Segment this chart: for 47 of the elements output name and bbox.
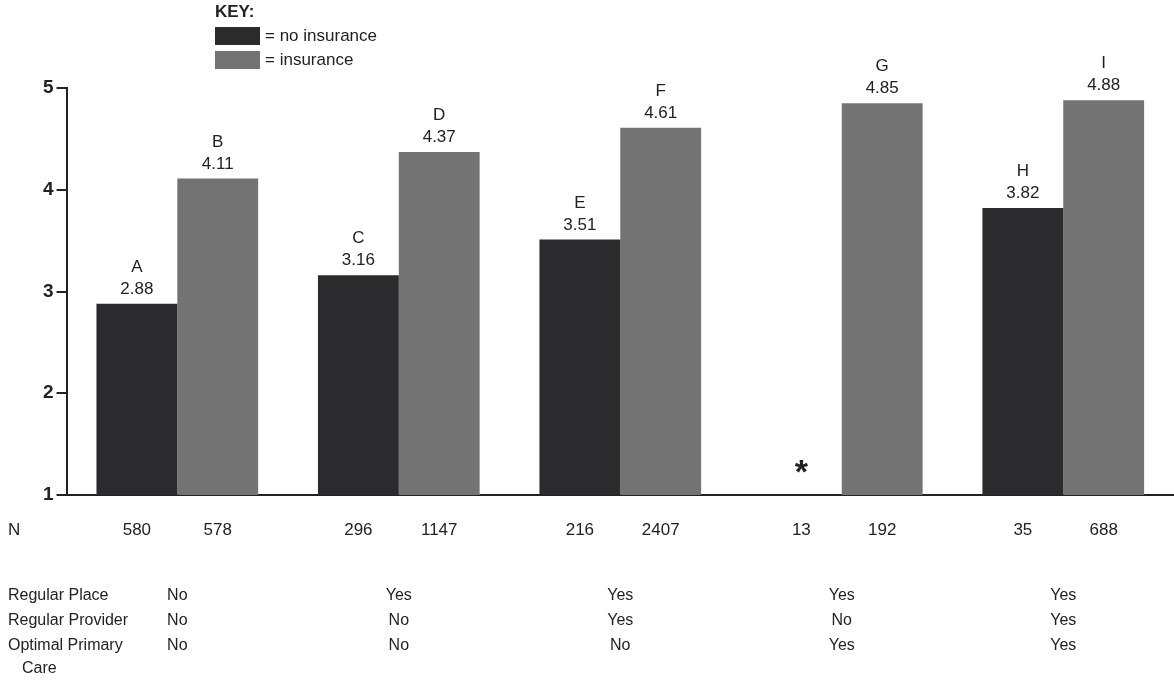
data-label: E 3.51 <box>563 192 597 234</box>
text: Yes <box>828 636 855 653</box>
text: Yes <box>607 611 634 628</box>
text: Yes <box>1050 611 1077 628</box>
data-label: I 4.88 <box>1087 53 1121 95</box>
text: 2407 <box>641 520 680 539</box>
text: 580 <box>122 520 152 539</box>
text: No <box>167 636 188 653</box>
text: 688 <box>1089 520 1118 539</box>
text: Yes <box>828 586 855 603</box>
y-tick-label: 4 <box>42 177 54 199</box>
y-tick-label: 1 <box>42 483 54 505</box>
text: Optimal Primary Care <box>8 636 123 676</box>
text: Regular Provider <box>8 611 129 628</box>
text: Yes <box>385 586 412 603</box>
text: Yes <box>607 586 634 603</box>
text: No <box>167 611 188 628</box>
text: No <box>610 636 631 653</box>
text: 192 <box>868 520 897 539</box>
text: No <box>388 611 410 628</box>
text: Yes <box>1050 636 1077 653</box>
text: 1147 <box>420 520 458 539</box>
text: 296 <box>344 520 373 539</box>
text: 35 <box>1013 520 1033 539</box>
text: Yes <box>1050 586 1077 603</box>
data-label: F 4.61 <box>644 80 678 122</box>
text: N <box>8 520 21 539</box>
text: 13 <box>791 520 811 539</box>
y-tick-label: 3 <box>42 279 54 301</box>
legend-label: = no insurance <box>265 26 377 46</box>
text: No <box>167 586 188 603</box>
data-label: C 3.16 <box>341 228 375 270</box>
text: No <box>388 636 410 653</box>
data-label: G 4.85 <box>865 56 899 98</box>
text: 216 <box>565 520 595 539</box>
legend-title: KEY: <box>215 2 256 22</box>
y-tick-label: 5 <box>42 76 54 98</box>
data-label: B 4.11 <box>201 131 234 173</box>
data-label: H 3.82 <box>1006 161 1040 203</box>
text: 578 <box>203 520 232 539</box>
annotation: * <box>794 452 809 490</box>
data-label: A 2.88 <box>120 256 154 298</box>
y-tick-label: 2 <box>42 381 54 403</box>
text: No <box>831 611 853 628</box>
legend-label: = insurance <box>265 50 354 70</box>
data-label: D 4.37 <box>422 105 456 147</box>
text: Regular Place <box>8 586 109 603</box>
